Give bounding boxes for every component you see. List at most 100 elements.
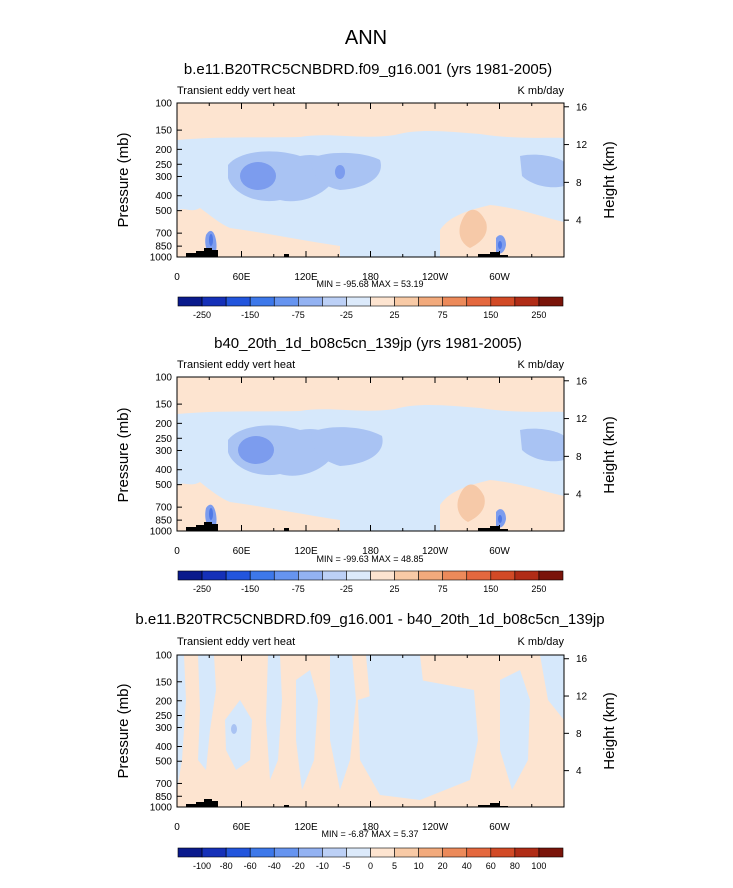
y-tick-label: 200: [155, 696, 172, 707]
peach-patch: [459, 209, 487, 248]
colorbar-box: [298, 570, 323, 581]
panel-title: b.e11.B20TRC5CNBDRD.f09_g16.001 - b40_20…: [135, 611, 604, 628]
x-tick-labels: 0 60E 120E 180 120W 60W: [174, 655, 533, 833]
y-tick-label: 700: [155, 229, 172, 240]
y-right-tick-labels: 4 8 12 16: [564, 376, 588, 501]
x-tick-label: 120E: [294, 272, 318, 283]
y-tick-label: 250: [155, 711, 172, 722]
lower-left-peach: [177, 208, 340, 257]
y-tick-label: 100: [155, 373, 172, 384]
topography-andes: [478, 803, 508, 807]
y-right-tick-label: 8: [576, 729, 582, 740]
y-right-tick-label: 16: [576, 376, 588, 387]
topography: [186, 799, 218, 807]
colorbar-label: -40: [268, 861, 281, 871]
colorbar-box: [514, 570, 540, 581]
colorbar-box: [225, 296, 251, 307]
x-tick-label: 60E: [233, 546, 251, 557]
colorbar-label: -75: [292, 310, 305, 320]
colorbar-label: 150: [483, 584, 498, 594]
panel-title: b40_20th_1d_b08c5cn_139jp (yrs 1981-2005…: [214, 335, 522, 352]
colorbar-box: [201, 847, 227, 858]
colorbar-label: -75: [292, 584, 305, 594]
lower-left-peach: [177, 482, 340, 531]
colorbar-label: 250: [531, 310, 546, 320]
y-right-tick-labels: 4 8 12 16: [564, 654, 588, 777]
blue-central-block: [358, 680, 478, 800]
colorbar-box: [442, 847, 468, 858]
y-right-axis-title: Height (km): [601, 416, 618, 494]
y-tick-label: 150: [155, 400, 172, 411]
colorbar-label: 25: [390, 310, 400, 320]
colorbar-label: 80: [510, 861, 520, 871]
y-right-tick-label: 4: [576, 490, 582, 501]
colorbar-box: [466, 570, 492, 581]
contour-field: [177, 377, 564, 531]
y-right-tick-label: 12: [576, 140, 588, 151]
x-tick-label: 0: [174, 272, 180, 283]
x-tick-label: 0: [174, 822, 180, 833]
x-tick-label: 180: [362, 272, 379, 283]
blue-strip: [540, 655, 564, 720]
y-right-tick-label: 12: [576, 692, 588, 703]
colorbar-box: [298, 847, 323, 858]
y-tick-label: 200: [155, 145, 172, 156]
colorbar-box: [466, 296, 492, 307]
colorbar-box: [177, 847, 203, 858]
y-tick-label: 400: [155, 191, 172, 202]
blue-max-west: [240, 162, 276, 190]
colorbar-box: [538, 847, 564, 858]
colorbar-label: 10: [414, 861, 424, 871]
x-tick-label: 60W: [489, 546, 510, 557]
blue-max-central: [335, 165, 345, 179]
topography-small: [284, 254, 289, 257]
colorbar-box: [322, 570, 347, 581]
y-tick-label: 700: [155, 503, 172, 514]
blue-strip: [266, 655, 282, 780]
x-tick-label: 60W: [489, 822, 510, 833]
colorbar-box: [346, 847, 371, 858]
colorbar-box: [346, 570, 371, 581]
y-tick-label: 1000: [150, 527, 173, 538]
colorbar-label: -250: [193, 584, 211, 594]
colorbar-label: 150: [483, 310, 498, 320]
colorbar-label: 75: [438, 310, 448, 320]
x-tick-label: 60E: [233, 822, 251, 833]
colorbar-label: -100: [193, 861, 211, 871]
y-tick-label: 200: [155, 419, 172, 430]
y-tick-label: 300: [155, 446, 172, 457]
colorbar-label: 40: [462, 861, 472, 871]
colorbar-box: [442, 570, 468, 581]
left-string: Transient eddy vert heat: [177, 85, 295, 97]
colorbar-box: [394, 296, 419, 307]
x-tick-label: 120W: [422, 822, 449, 833]
low-level-core-west: [209, 234, 213, 246]
blue-strip: [500, 670, 530, 790]
right-string: K mb/day: [518, 636, 565, 648]
topography: [186, 522, 218, 531]
colorbar-box: [370, 296, 395, 307]
colorbar-label: -80: [220, 861, 233, 871]
blue-core-central: [311, 152, 381, 190]
y-right-tick-label: 8: [576, 178, 582, 189]
blue-strip: [330, 655, 356, 790]
y-right-tick-label: 16: [576, 102, 588, 113]
x-tick-label: 60E: [233, 272, 251, 283]
left-string: Transient eddy vert heat: [177, 359, 295, 371]
min-max-stats: MIN = -6.87 MAX = 5.37: [321, 829, 418, 839]
y-right-tick-label: 12: [576, 414, 588, 425]
y-right-tick-labels: 4 8 12 16: [564, 102, 588, 227]
colorbar-box: [225, 847, 251, 858]
blue-strip: [198, 655, 216, 770]
y-tick-label: 150: [155, 677, 172, 688]
colorbar-label: -25: [340, 584, 353, 594]
right-string: K mb/day: [518, 359, 565, 371]
colorbar-label: 75: [438, 584, 448, 594]
colorbar-box: [370, 570, 395, 581]
colorbar-box: [201, 570, 227, 581]
blue-core-east: [520, 428, 564, 462]
panel-1: b.e11.B20TRC5CNBDRD.f09_g16.001 (yrs 198…: [115, 61, 618, 320]
colorbar-box: [418, 296, 443, 307]
colorbar-box: [418, 570, 443, 581]
